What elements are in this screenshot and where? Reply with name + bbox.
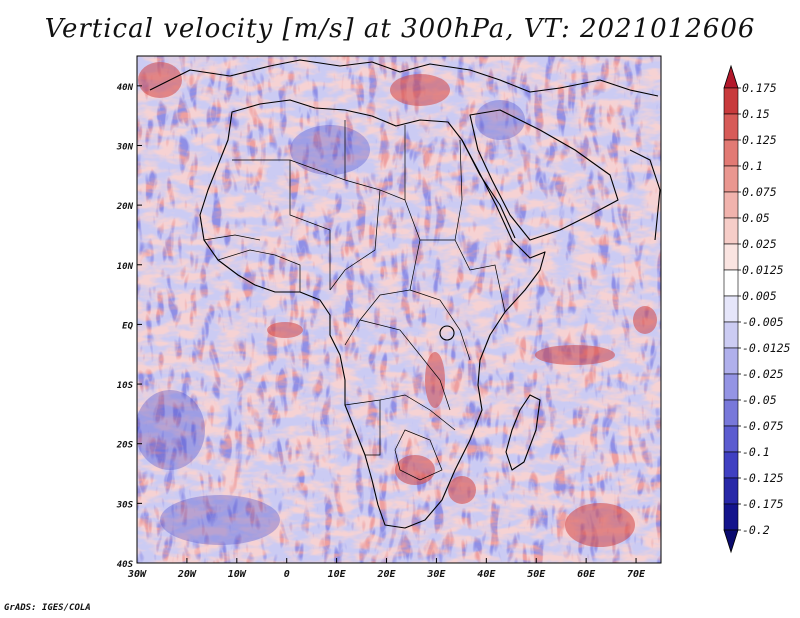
lon-tick-label: 20E <box>376 569 396 580</box>
lon-tick-label: 50E <box>527 569 546 580</box>
latitude-axis: 40N 30N 20N 10N EQ 10S 20S 30S 40S <box>116 83 142 570</box>
colorbar-label: 0.075 <box>742 185 777 199</box>
lon-tick-label: 20W <box>177 569 197 580</box>
lon-tick-label: 10E <box>328 569 347 580</box>
colorbar-swatch <box>723 477 739 505</box>
map-frame <box>136 55 662 564</box>
chart-title: Vertical velocity [m/s] at 300hPa, VT: 2… <box>44 14 756 44</box>
colorbar-swatch <box>723 451 739 479</box>
colorbar-label: -0.175 <box>742 497 784 511</box>
colorbar-swatch <box>723 399 739 427</box>
coastlines <box>149 59 661 529</box>
lat-tick-label: 20S <box>116 441 134 451</box>
lat-tick-label: EQ <box>122 321 133 331</box>
colorbar-label: 0.125 <box>742 133 777 147</box>
grads-credit: GrADS: IGES/COLA <box>4 603 91 613</box>
colorbar-swatch <box>723 503 739 531</box>
colorbar-label: 0.175 <box>742 81 777 95</box>
colorbar-swatch <box>723 191 739 219</box>
lat-tick-label: 30N <box>116 142 134 152</box>
colorbar-label: -0.025 <box>742 367 784 381</box>
lon-tick-label: 30E <box>426 569 446 580</box>
lat-tick-label: 10S <box>117 381 134 391</box>
colorbar-label: 0.025 <box>742 237 777 251</box>
colorbar-swatch <box>723 295 739 323</box>
lon-tick-label: 10W <box>228 569 247 580</box>
lat-tick-label: 30S <box>116 500 134 510</box>
lon-tick-label: 0 <box>284 569 290 580</box>
colorbar-swatch <box>723 373 739 401</box>
lon-tick-label: 60E <box>577 569 596 580</box>
colorbar-label: 0.05 <box>742 211 770 225</box>
lon-tick-label: 30W <box>127 569 147 580</box>
colorbar-swatch <box>723 321 739 349</box>
longitude-axis: 30W 20W 10W 0 10E 20E 30E 40E 50E 60E 70E <box>127 558 646 580</box>
colorbar-label: -0.1 <box>742 445 770 459</box>
colorbar-label: 0.005 <box>742 289 777 303</box>
lat-tick-label: 20N <box>116 202 134 212</box>
colorbar-swatch <box>723 425 739 453</box>
colorbar-swatch <box>723 113 739 141</box>
colorbar-swatch <box>723 217 739 245</box>
colorbar: 0.175 0.15 0.125 0.1 0.075 0.05 0.025 0.0125 0.0… <box>723 64 791 554</box>
colorbar-max-arrow <box>723 64 739 89</box>
colorbar-swatch <box>723 269 739 297</box>
colorbar-label: -0.05 <box>742 393 777 407</box>
ascent-regions <box>138 62 657 547</box>
colorbar-swatch <box>723 87 739 115</box>
descent-regions <box>137 100 525 545</box>
colorbar-swatch <box>723 243 739 271</box>
borders <box>203 120 506 481</box>
lat-tick-label: 40N <box>117 83 134 93</box>
lat-tick-label: 10N <box>117 262 134 272</box>
colorbar-label: -0.0125 <box>742 341 791 355</box>
colorbar-label: -0.2 <box>742 523 770 537</box>
lon-tick-label: 40E <box>477 569 496 580</box>
colorbar-label: -0.075 <box>742 419 784 433</box>
colorbar-swatch <box>723 347 739 375</box>
lat-tick-label: 40S <box>117 560 134 570</box>
colorbar-swatch <box>723 139 739 167</box>
colorbar-label: -0.005 <box>742 315 784 329</box>
colorbar-label: -0.125 <box>742 471 784 485</box>
colorbar-label: 0.1 <box>742 159 763 173</box>
colorbar-label: 0.15 <box>742 107 770 121</box>
colorbar-swatch <box>723 165 739 193</box>
velocity-field <box>137 56 661 563</box>
colorbar-min-arrow <box>723 529 739 554</box>
colorbar-label: 0.0125 <box>742 263 784 277</box>
lon-tick-label: 70E <box>627 569 646 580</box>
